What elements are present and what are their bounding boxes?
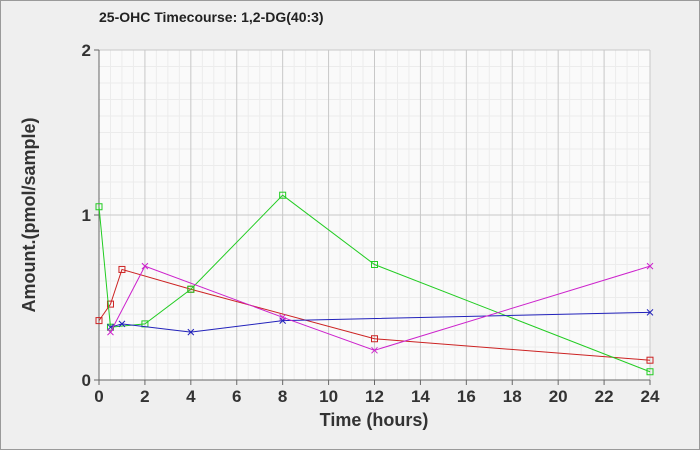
x-tick-label: 8 <box>278 387 287 406</box>
data-point <box>118 265 126 273</box>
y-tick-label: 0 <box>82 371 91 390</box>
y-tick-labels: 0 1 2 <box>82 41 91 390</box>
data-point <box>141 262 149 270</box>
data-point-stroke <box>646 308 654 316</box>
data-point-stroke <box>118 320 126 328</box>
x-tick-label: 6 <box>232 387 241 406</box>
series-3 <box>107 262 654 354</box>
data-point <box>95 317 103 325</box>
data-point <box>371 261 378 268</box>
x-tick-label: 2 <box>140 387 149 406</box>
data-point <box>646 356 654 364</box>
x-tick-label: 12 <box>365 387 384 406</box>
chart-title: 25-OHC Timecourse: 1,2-DG(40:3) <box>99 9 324 25</box>
y-tick-label: 1 <box>82 206 91 225</box>
data-point <box>279 191 287 199</box>
data-point <box>107 328 114 336</box>
x-tick-label: 16 <box>457 387 476 406</box>
x-tick-label: 22 <box>595 387 614 406</box>
data-point <box>118 320 126 328</box>
x-tick-label: 20 <box>549 387 568 406</box>
x-tick-labels: 0 2 4 6 8 10 12 14 16 18 20 22 24 <box>94 387 660 406</box>
data-point-stroke <box>141 262 149 270</box>
data-point-stroke <box>646 262 654 270</box>
axes <box>94 49 651 385</box>
x-tick-label: 10 <box>319 387 338 406</box>
data-point-stroke <box>371 346 378 354</box>
data-point <box>646 308 654 316</box>
data-point <box>279 313 287 321</box>
data-point <box>646 368 654 376</box>
data-point <box>371 335 378 343</box>
data-point-stroke <box>107 323 114 331</box>
data-point <box>106 300 114 308</box>
x-tick-label: 14 <box>411 387 430 406</box>
data-point <box>646 262 654 270</box>
data-point <box>95 203 103 211</box>
x-tick-label: 0 <box>94 387 103 406</box>
x-tick-label: 4 <box>186 387 196 406</box>
y-tick-label: 2 <box>82 41 91 60</box>
data-point <box>187 285 195 293</box>
data-point <box>187 328 195 336</box>
x-axis-label: Time (hours) <box>320 410 429 430</box>
x-tick-label: 18 <box>503 387 522 406</box>
y-axis-label: Amount.(pmol/sample) <box>19 117 39 312</box>
x-tick-label: 24 <box>641 387 660 406</box>
series-group <box>95 191 654 376</box>
data-point-stroke <box>187 328 195 336</box>
data-point-stroke <box>279 313 287 321</box>
data-point <box>371 346 378 354</box>
data-point-stroke <box>107 328 114 336</box>
